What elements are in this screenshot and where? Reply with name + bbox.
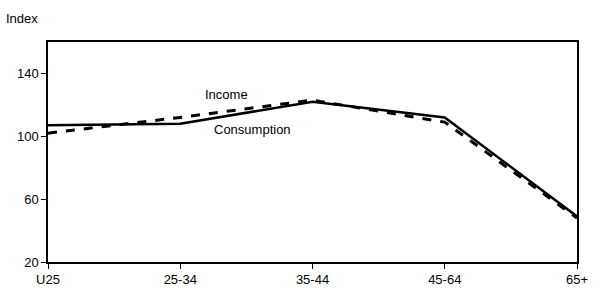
svg-text:140: 140 — [17, 66, 39, 81]
svg-text:Index: Index — [6, 11, 38, 26]
svg-text:Income: Income — [205, 87, 248, 102]
svg-text:60: 60 — [24, 192, 38, 207]
svg-text:100: 100 — [17, 129, 39, 144]
svg-text:35-44: 35-44 — [296, 272, 329, 287]
svg-text:20: 20 — [24, 255, 38, 270]
svg-text:U25: U25 — [36, 272, 60, 287]
svg-text:Consumption: Consumption — [214, 122, 291, 137]
svg-text:65+: 65+ — [566, 272, 588, 287]
svg-text:45-64: 45-64 — [428, 272, 461, 287]
svg-text:25-34: 25-34 — [164, 272, 197, 287]
